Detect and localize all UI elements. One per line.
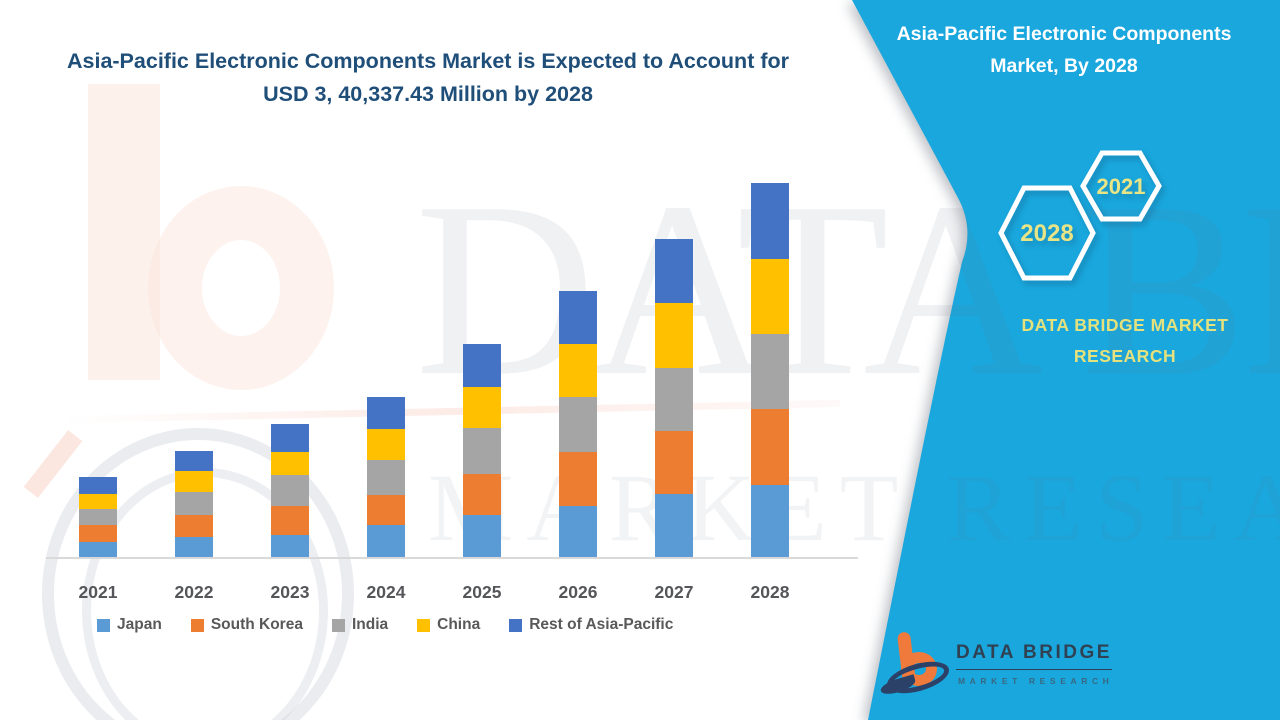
bar-segment-2022-china xyxy=(175,471,213,492)
bar-segment-2022-rest-of-asia-pacific xyxy=(175,451,213,471)
bar-segment-2027-rest-of-asia-pacific xyxy=(655,239,693,303)
bar-segment-2028-china xyxy=(751,259,789,334)
legend-label: China xyxy=(437,616,481,633)
bar-segment-2025-china xyxy=(463,387,501,428)
bar-segment-2023-india xyxy=(271,475,309,506)
bar-segment-2026-rest-of-asia-pacific xyxy=(559,291,597,344)
bar-segment-2027-china xyxy=(655,303,693,368)
bar-2021 xyxy=(79,477,117,557)
bar-segment-2024-rest-of-asia-pacific xyxy=(367,397,405,429)
hexagon-badge-2028 xyxy=(998,185,1096,281)
side-panel-brand: DATA BRIDGE MARKET RESEARCH xyxy=(1021,315,1229,366)
bar-segment-2022-south-korea xyxy=(175,515,213,537)
bar-segment-2028-japan xyxy=(751,485,789,557)
bar-segment-2026-japan xyxy=(559,506,597,557)
bar-segment-2028-india xyxy=(751,334,789,409)
bar-segment-2021-india xyxy=(79,509,117,525)
x-axis-label-2026: 2026 xyxy=(558,582,598,602)
legend-label: South Korea xyxy=(210,616,303,633)
bar-segment-2025-south-korea xyxy=(463,474,501,515)
legend-swatch xyxy=(190,618,204,632)
bar-segment-2026-china xyxy=(559,344,597,397)
x-axis-label-2027: 2027 xyxy=(654,582,694,602)
bar-segment-2023-south-korea xyxy=(271,506,309,535)
bar-2027 xyxy=(655,239,693,557)
legend-swatch xyxy=(97,618,110,632)
bar-segment-2025-india xyxy=(463,428,501,474)
bar-segment-2023-china xyxy=(271,452,309,475)
legend-item-india: India xyxy=(331,616,389,634)
chart-headline-line1: Asia-Pacific Electronic Components Marke… xyxy=(66,49,789,73)
bar-segment-2024-india xyxy=(367,460,405,495)
bar-segment-2024-china xyxy=(367,429,405,460)
bar-segment-2023-japan xyxy=(271,535,309,557)
bar-segment-2028-south-korea xyxy=(751,409,789,485)
bar-segment-2024-south-korea xyxy=(367,495,405,525)
bar-2028 xyxy=(751,183,789,557)
footer-logo-b-bowl xyxy=(901,652,937,686)
chart-legend: Japan South Korea India China Rest of Asia-P… xyxy=(97,616,673,634)
legend-swatch xyxy=(509,618,523,632)
footer-logo: DATA BRIDGE MARKET RESEARCH xyxy=(878,631,1118,712)
x-axis-line xyxy=(46,557,858,559)
bar-segment-2021-south-korea xyxy=(79,525,117,542)
legend-label: India xyxy=(351,616,389,633)
bar-segment-2028-rest-of-asia-pacific xyxy=(751,183,789,259)
legend-item-rest-of-asia-pacific: Rest of Asia-Pacific xyxy=(509,616,673,634)
bar-segment-2025-japan xyxy=(463,515,501,557)
bar-segment-2024-japan xyxy=(367,525,405,557)
side-panel-title: Asia-Pacific Electronic Components Marke… xyxy=(896,23,1232,77)
legend-label: Japan xyxy=(117,616,162,633)
legend-label: Rest of Asia-Pacific xyxy=(529,616,674,633)
bar-segment-2027-india xyxy=(655,368,693,431)
legend-swatch xyxy=(331,618,345,632)
legend-item-south-korea: South Korea xyxy=(190,616,303,634)
x-axis-label-2028: 2028 xyxy=(750,582,790,602)
bar-segment-2026-south-korea xyxy=(559,452,597,506)
bar-segment-2021-china xyxy=(79,494,117,509)
badge-year-2021: 2021 xyxy=(1097,174,1146,199)
bar-segment-2023-rest-of-asia-pacific xyxy=(271,424,309,452)
year-badges: 2021 2028 xyxy=(998,150,1162,281)
hexagon-badge-2021 xyxy=(1080,150,1162,222)
chart-headline: Asia-Pacific Electronic Components Marke… xyxy=(28,45,828,111)
watermark-logo-b-stem xyxy=(88,84,160,380)
x-axis-label-2024: 2024 xyxy=(366,582,406,602)
chart-headline-line2: USD 3, 40,337.43 Million by 2028 xyxy=(263,82,593,106)
x-axis-label-2021: 2021 xyxy=(78,582,118,602)
bar-segment-2027-japan xyxy=(655,494,693,557)
x-axis-label-2023: 2023 xyxy=(270,582,310,602)
legend-item-japan: Japan xyxy=(97,616,162,634)
bar-2024 xyxy=(367,397,405,557)
x-axis-label-2022: 2022 xyxy=(174,582,214,602)
bar-segment-2026-india xyxy=(559,397,597,452)
bar-2026 xyxy=(559,291,597,557)
bar-segment-2025-rest-of-asia-pacific xyxy=(463,344,501,387)
bar-segment-2021-rest-of-asia-pacific xyxy=(79,477,117,494)
footer-logo-subtitle: MARKET RESEARCH xyxy=(958,676,1114,686)
legend-swatch xyxy=(417,618,431,632)
bar-2025 xyxy=(463,344,501,557)
bar-2022 xyxy=(175,451,213,557)
bar-segment-2022-japan xyxy=(175,537,213,557)
badge-year-2028: 2028 xyxy=(1020,220,1073,247)
footer-logo-name: DATA BRIDGE xyxy=(956,642,1112,670)
bar-segment-2021-japan xyxy=(79,542,117,557)
bar-2023 xyxy=(271,424,309,557)
x-axis-label-2025: 2025 xyxy=(462,582,502,602)
bar-segment-2027-south-korea xyxy=(655,431,693,494)
legend-item-china: China xyxy=(417,616,480,634)
bar-segment-2022-india xyxy=(175,492,213,515)
